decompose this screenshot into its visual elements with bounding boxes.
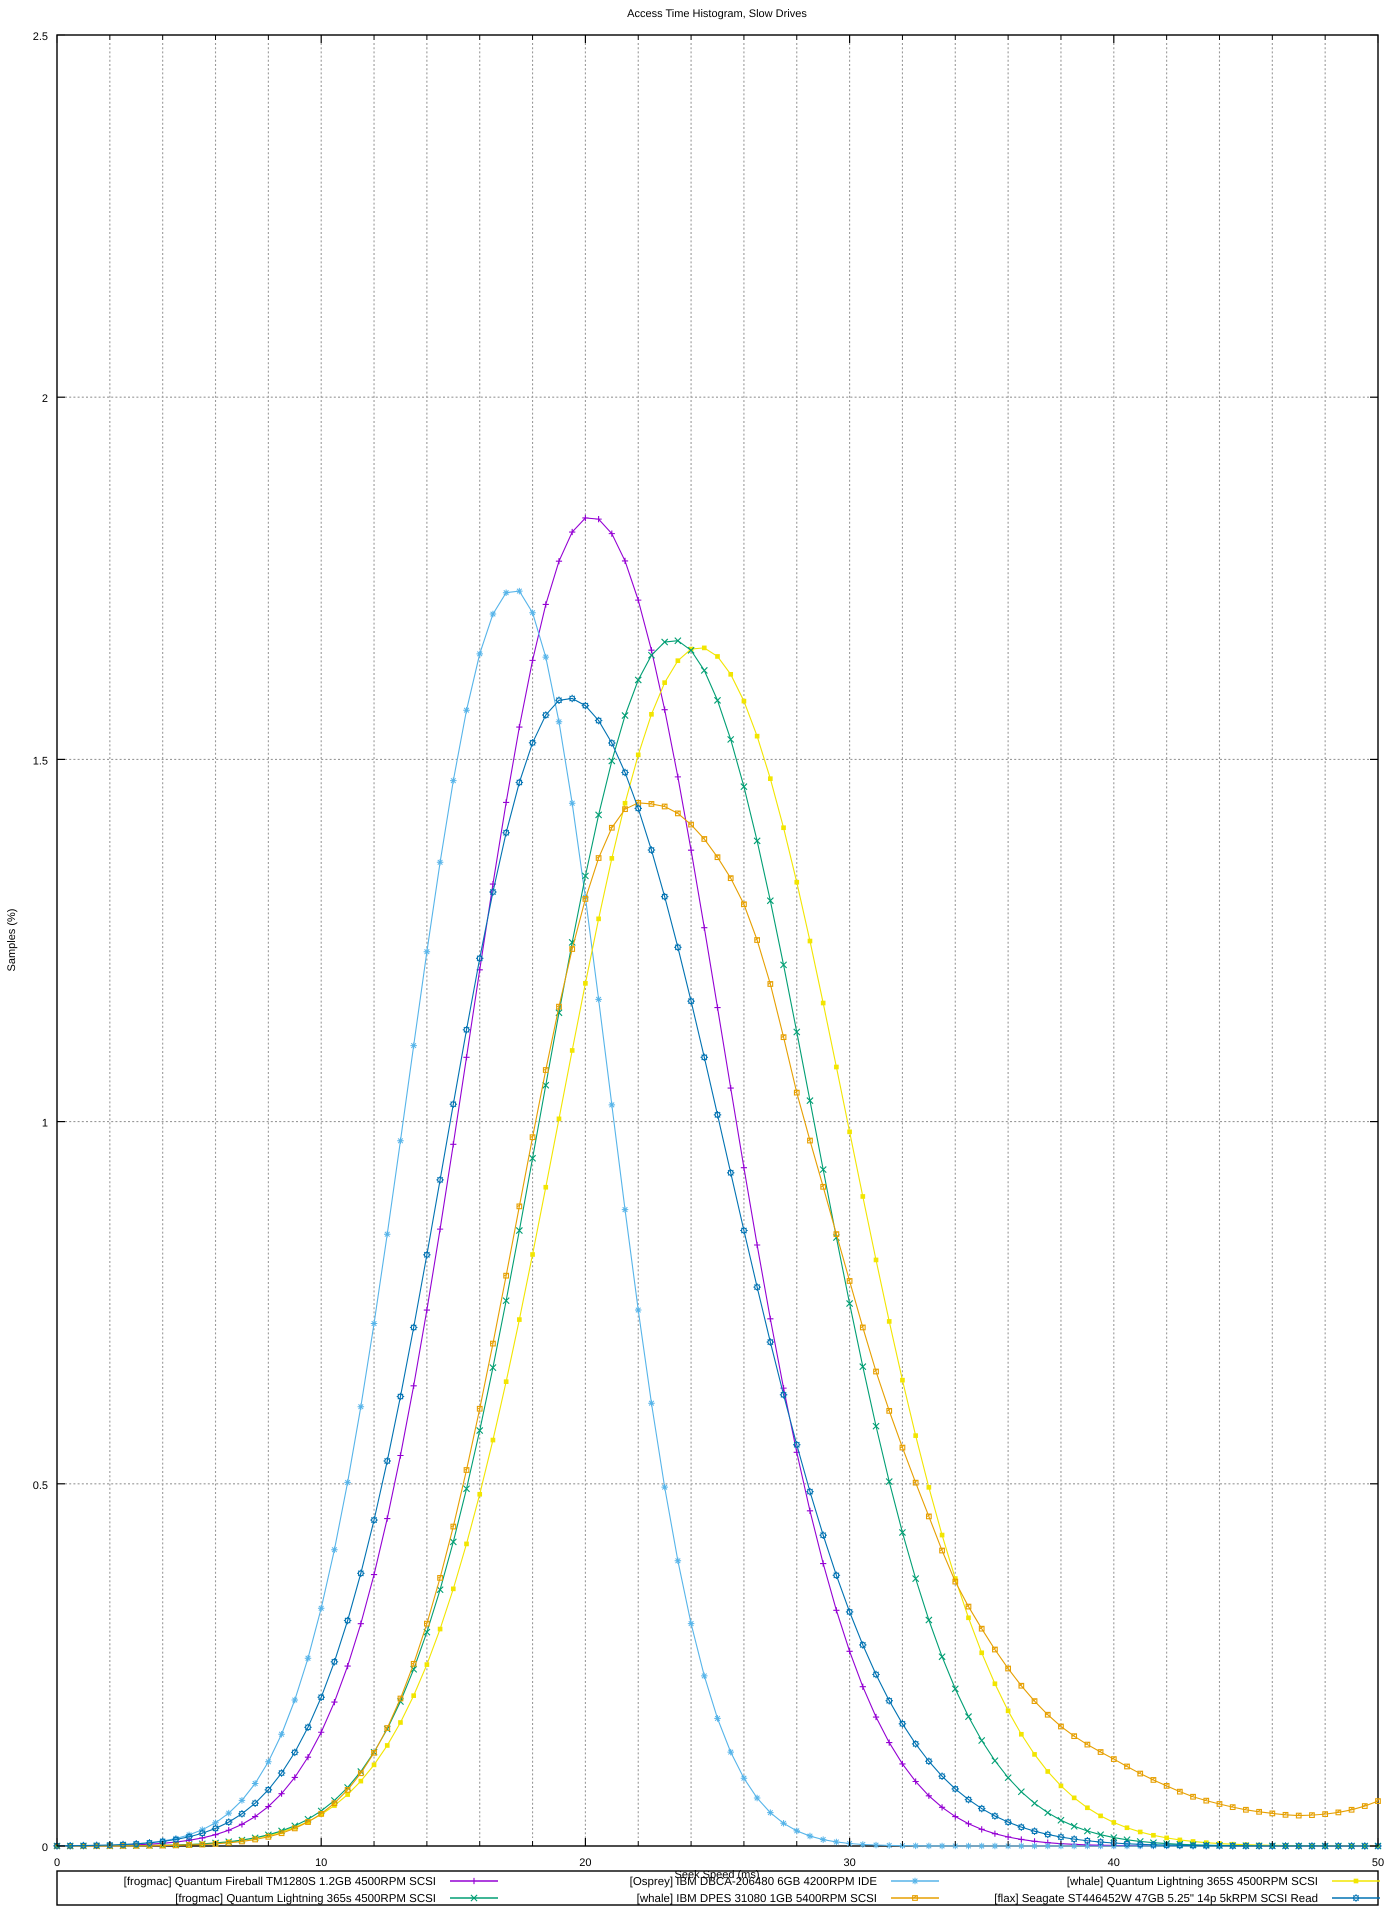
svg-text:[whale] Quantum Lightning 365S: [whale] Quantum Lightning 365S 4500RPM S… <box>1067 1876 1318 1888</box>
svg-text:0.5: 0.5 <box>33 1480 48 1492</box>
svg-text:1.5: 1.5 <box>33 755 48 767</box>
svg-text:40: 40 <box>1108 1857 1120 1869</box>
svg-text:0: 0 <box>54 1857 60 1869</box>
svg-text:Samples (%): Samples (%) <box>6 909 18 972</box>
svg-text:1: 1 <box>42 1118 48 1130</box>
svg-text:[frogmac] Quantum Fireball TM1: [frogmac] Quantum Fireball TM1280S 1.2GB… <box>124 1876 436 1888</box>
svg-text:50: 50 <box>1372 1857 1384 1869</box>
svg-text:Access Time Histogram, Slow Dr: Access Time Histogram, Slow Drives <box>627 8 807 20</box>
svg-text:[whale] IBM DPES 31080 1GB 540: [whale] IBM DPES 31080 1GB 5400RPM SCSI <box>637 1893 877 1905</box>
svg-text:[frogmac] Quantum Lightning 36: [frogmac] Quantum Lightning 365s 4500RPM… <box>175 1893 436 1905</box>
svg-text:30: 30 <box>843 1857 855 1869</box>
svg-text:[Osprey] IBM DBCA-206480 6GB 4: [Osprey] IBM DBCA-206480 6GB 4200RPM IDE <box>630 1876 878 1888</box>
svg-text:2.5: 2.5 <box>33 31 48 43</box>
svg-text:2: 2 <box>42 393 48 405</box>
svg-text:0: 0 <box>42 1842 48 1854</box>
svg-text:[flax] Seagate ST446452W 47GB: [flax] Seagate ST446452W 47GB 5.25" 14p … <box>994 1893 1318 1905</box>
svg-text:10: 10 <box>315 1857 327 1869</box>
svg-text:20: 20 <box>579 1857 591 1869</box>
